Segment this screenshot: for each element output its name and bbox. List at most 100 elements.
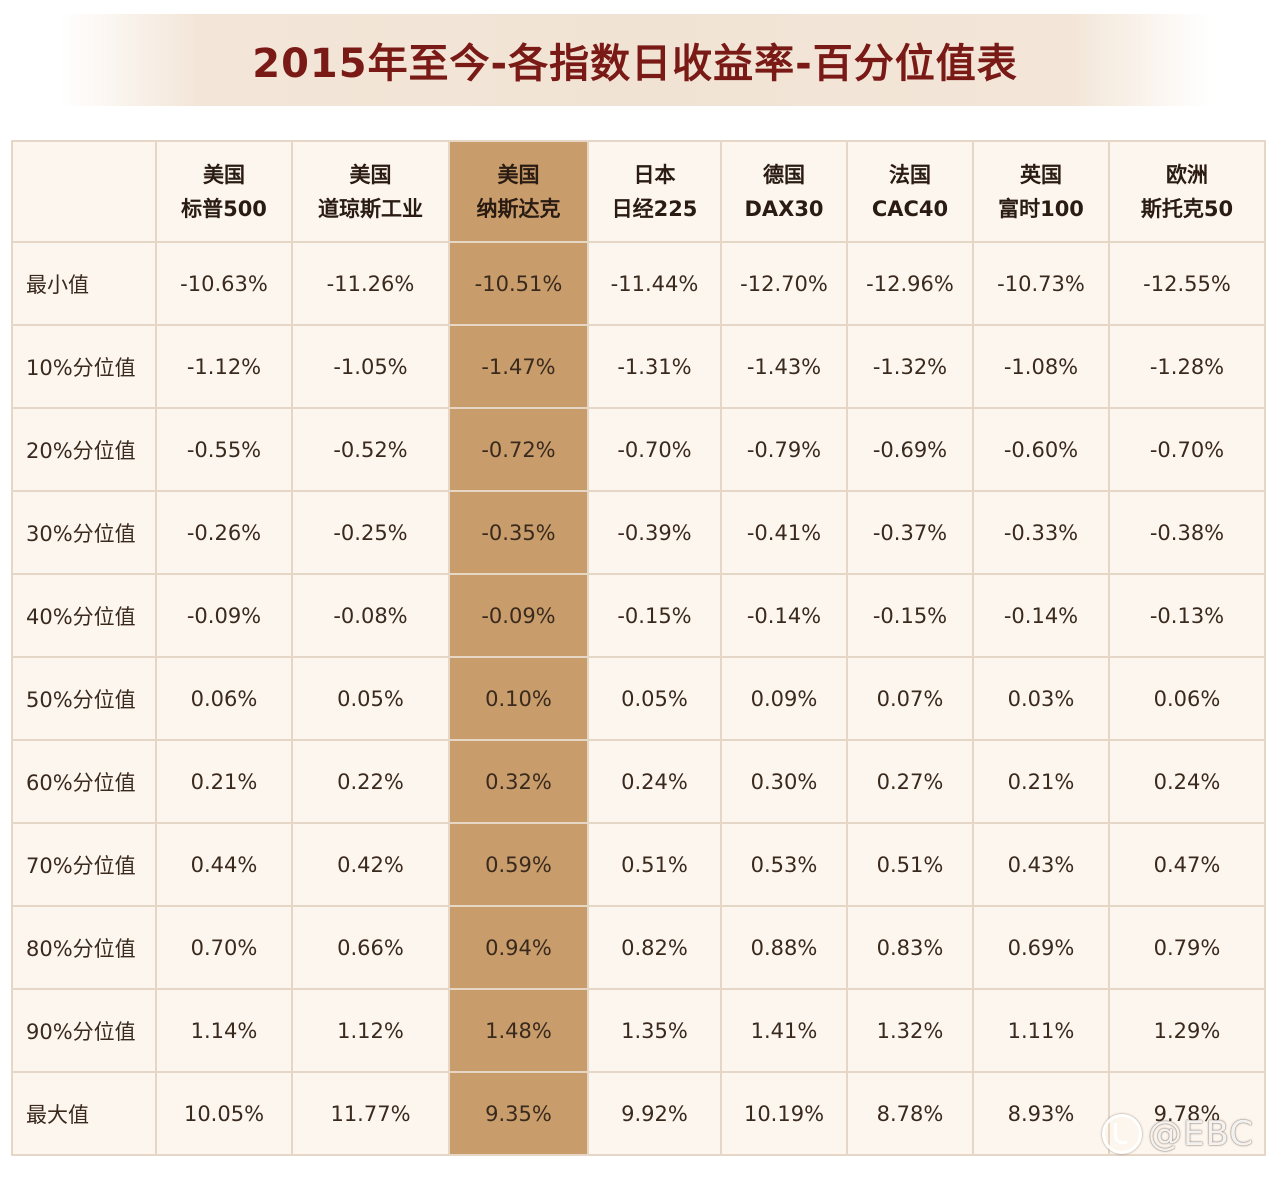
row-label: 80%分位值	[11, 905, 157, 990]
column-header: 日本 日经225	[587, 140, 722, 243]
table-row: 70%分位值 0.44% 0.42% 0.59% 0.51% 0.53% 0.51% 0.43…	[11, 822, 1266, 907]
table-cell: 0.66%	[291, 905, 450, 990]
table-cell: -1.28%	[1108, 324, 1266, 409]
table-cell: 0.05%	[291, 656, 450, 741]
row-label: 90%分位值	[11, 988, 157, 1073]
row-label: 10%分位值	[11, 324, 157, 409]
row-label: 70%分位值	[11, 822, 157, 907]
table-cell-highlighted: 1.48%	[448, 988, 589, 1073]
row-label: 60%分位值	[11, 739, 157, 824]
table-cell: 1.29%	[1108, 988, 1266, 1073]
table-row: 最大值 10.05% 11.77% 9.35% 9.92% 10.19% 8.78% 8.93…	[11, 1071, 1266, 1156]
table-header-row: 美国 标普500 美国 道琼斯工业 美国 纳斯达克 日本 日经225 德国 DAX30 法…	[11, 140, 1266, 243]
table-cell: 0.51%	[587, 822, 722, 907]
table-cell-highlighted: -10.51%	[448, 241, 589, 326]
table-cell: 0.05%	[587, 656, 722, 741]
row-label: 20%分位值	[11, 407, 157, 492]
table-cell: 0.44%	[155, 822, 293, 907]
table-cell-highlighted: 0.94%	[448, 905, 589, 990]
table-cell: -0.14%	[972, 573, 1110, 658]
table-row: 50%分位值 0.06% 0.05% 0.10% 0.05% 0.09% 0.07% 0.03…	[11, 656, 1266, 741]
table-cell-highlighted: -0.72%	[448, 407, 589, 492]
row-label: 最小值	[11, 241, 157, 326]
table-cell: -0.55%	[155, 407, 293, 492]
table-cell: -0.08%	[291, 573, 450, 658]
table-cell: -0.09%	[155, 573, 293, 658]
column-header: 英国 富时100	[972, 140, 1110, 243]
table-body: 最小值 -10.63% -11.26% -10.51% -11.44% -12.70% -1…	[11, 241, 1266, 1156]
column-header: 德国 DAX30	[720, 140, 848, 243]
table-cell: 1.14%	[155, 988, 293, 1073]
table-cell: 0.51%	[846, 822, 974, 907]
table-cell: -12.96%	[846, 241, 974, 326]
table-cell: 1.11%	[972, 988, 1110, 1073]
table-cell: 0.09%	[720, 656, 848, 741]
table-cell: 0.24%	[587, 739, 722, 824]
row-label: 30%分位值	[11, 490, 157, 575]
table-cell-highlighted: 0.32%	[448, 739, 589, 824]
table-cell: -10.73%	[972, 241, 1110, 326]
table-cell: 0.70%	[155, 905, 293, 990]
table-cell: 11.77%	[291, 1071, 450, 1156]
table-cell: 0.07%	[846, 656, 974, 741]
table-cell: -0.33%	[972, 490, 1110, 575]
table-cell: 0.21%	[155, 739, 293, 824]
table-cell: -0.15%	[846, 573, 974, 658]
table-cell: -0.13%	[1108, 573, 1266, 658]
table-cell: -12.70%	[720, 241, 848, 326]
table-cell: 0.27%	[846, 739, 974, 824]
table-cell: -1.32%	[846, 324, 974, 409]
table-cell: -0.37%	[846, 490, 974, 575]
table-cell: 10.05%	[155, 1071, 293, 1156]
table-cell: -0.26%	[155, 490, 293, 575]
table-cell: -0.39%	[587, 490, 722, 575]
table-cell: -0.52%	[291, 407, 450, 492]
table-cell: -0.14%	[720, 573, 848, 658]
table-cell: 0.53%	[720, 822, 848, 907]
table-cell: -0.79%	[720, 407, 848, 492]
table-cell: -1.08%	[972, 324, 1110, 409]
table-cell: -0.25%	[291, 490, 450, 575]
table-cell: -10.63%	[155, 241, 293, 326]
table-cell-highlighted: -0.09%	[448, 573, 589, 658]
row-label: 最大值	[11, 1071, 157, 1156]
table-cell-highlighted: 9.35%	[448, 1071, 589, 1156]
watermark-text: @EBC	[1148, 1114, 1254, 1154]
row-label: 50%分位值	[11, 656, 157, 741]
column-header-highlighted: 美国 纳斯达克	[448, 140, 589, 243]
table-cell: -11.26%	[291, 241, 450, 326]
table-cell: 0.82%	[587, 905, 722, 990]
table-cell: -0.15%	[587, 573, 722, 658]
table-cell: 0.24%	[1108, 739, 1266, 824]
table-row: 80%分位值 0.70% 0.66% 0.94% 0.82% 0.88% 0.83% 0.69…	[11, 905, 1266, 990]
table-cell: -1.12%	[155, 324, 293, 409]
table-cell: 0.88%	[720, 905, 848, 990]
table-cell: -12.55%	[1108, 241, 1266, 326]
table-cell: 0.83%	[846, 905, 974, 990]
column-header: 美国 道琼斯工业	[291, 140, 450, 243]
table-cell: 0.06%	[155, 656, 293, 741]
table-cell: -0.70%	[587, 407, 722, 492]
table-row: 60%分位值 0.21% 0.22% 0.32% 0.24% 0.30% 0.27% 0.21…	[11, 739, 1266, 824]
table-cell: 0.22%	[291, 739, 450, 824]
table-cell: 0.47%	[1108, 822, 1266, 907]
table-cell: -0.69%	[846, 407, 974, 492]
table-cell: -1.31%	[587, 324, 722, 409]
row-label: 40%分位值	[11, 573, 157, 658]
table-cell: 1.41%	[720, 988, 848, 1073]
table-cell: -0.60%	[972, 407, 1110, 492]
table-cell: 0.69%	[972, 905, 1110, 990]
table-cell-highlighted: -0.35%	[448, 490, 589, 575]
table-cell: -1.05%	[291, 324, 450, 409]
table-row: 30%分位值 -0.26% -0.25% -0.35% -0.39% -0.41% -0.3…	[11, 490, 1266, 575]
percentile-table: 美国 标普500 美国 道琼斯工业 美国 纳斯达克 日本 日经225 德国 DAX30 法…	[11, 140, 1266, 1156]
table-cell-highlighted: 0.10%	[448, 656, 589, 741]
table-cell: 8.93%	[972, 1071, 1110, 1156]
table-cell: -11.44%	[587, 241, 722, 326]
table-row: 10%分位值 -1.12% -1.05% -1.47% -1.31% -1.43% -1.3…	[11, 324, 1266, 409]
table-cell: 0.43%	[972, 822, 1110, 907]
table-row: 最小值 -10.63% -11.26% -10.51% -11.44% -12.70% -1…	[11, 241, 1266, 326]
table-cell: 0.06%	[1108, 656, 1266, 741]
corner-cell	[11, 140, 157, 243]
table-row: 90%分位值 1.14% 1.12% 1.48% 1.35% 1.41% 1.32% 1.11…	[11, 988, 1266, 1073]
